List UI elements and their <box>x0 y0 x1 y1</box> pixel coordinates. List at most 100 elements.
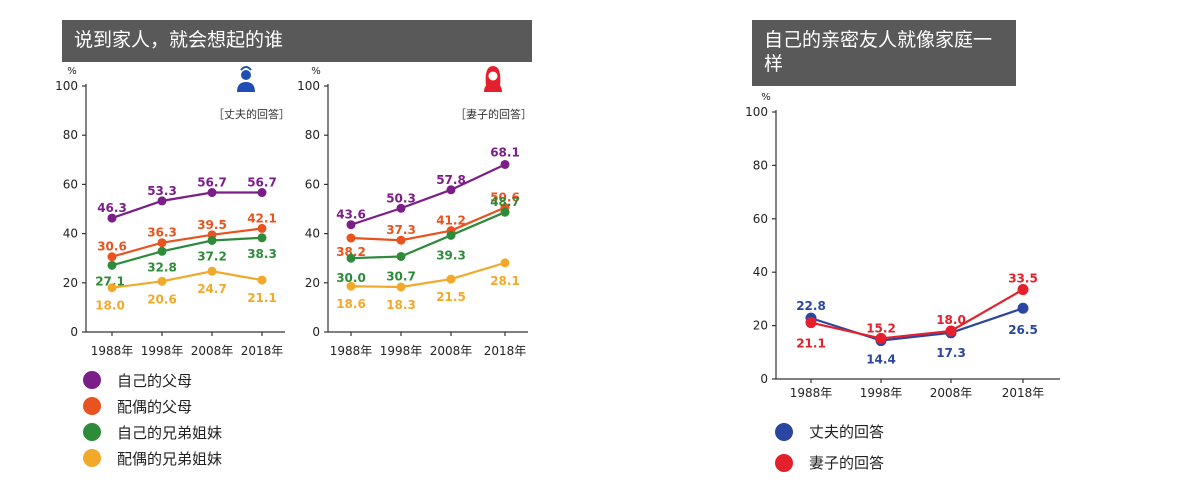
legend-label: 自己的父母 <box>117 371 193 390</box>
y-tick-label: 60 <box>63 177 78 191</box>
left-section-title: 说到家人，就会想起的谁 <box>62 20 532 62</box>
legend-label: 配偶的父母 <box>117 397 193 416</box>
data-label: 18.6 <box>336 297 366 311</box>
data-label: 30.7 <box>386 269 416 283</box>
legend-item: 配偶的兄弟姐妹 <box>83 445 222 471</box>
legend-swatch <box>83 449 101 467</box>
series-line <box>350 211 506 260</box>
data-label: 21.1 <box>796 337 826 351</box>
data-point <box>446 185 456 195</box>
y-tick-label: 40 <box>63 227 78 241</box>
data-point <box>1017 302 1029 314</box>
y-tick-label: 60 <box>753 212 768 226</box>
series-line <box>350 163 506 226</box>
legend-item: 妻子的回答 <box>775 447 884 478</box>
data-point <box>157 196 167 206</box>
y-tick-label: 20 <box>63 276 78 290</box>
data-label: 33.5 <box>1008 272 1038 286</box>
data-label: 39.5 <box>197 218 227 232</box>
data-point <box>346 253 356 263</box>
series-line <box>111 236 263 267</box>
data-point <box>396 235 406 245</box>
y-unit-label: % <box>67 66 77 77</box>
data-point <box>346 281 356 291</box>
left-legend: 自己的父母 配偶的父母 自己的兄弟姐妹 配偶的兄弟姐妹 <box>83 367 222 471</box>
x-tick-label: 1998年 <box>860 386 903 400</box>
data-label: 18.0 <box>95 299 125 313</box>
data-label: 57.8 <box>436 173 466 187</box>
data-point <box>346 220 356 230</box>
right-legend: 丈夫的回答 妻子的回答 <box>775 416 884 478</box>
data-label: 68.1 <box>490 145 520 159</box>
data-point <box>346 233 356 243</box>
data-point <box>396 251 406 261</box>
y-tick-label: 100 <box>55 79 78 93</box>
data-label: 43.6 <box>336 208 366 222</box>
data-label: 27.1 <box>95 274 125 288</box>
data-point <box>257 223 267 233</box>
data-label: 46.3 <box>97 201 127 215</box>
data-label: 21.5 <box>436 290 466 304</box>
y-tick-label: 80 <box>305 128 320 142</box>
legend-item: 配偶的父母 <box>83 393 222 419</box>
data-point <box>446 274 456 284</box>
legend-swatch <box>775 453 793 472</box>
y-tick-label: 20 <box>753 319 768 333</box>
data-label: 53.3 <box>147 184 177 198</box>
data-label: 18.3 <box>386 298 416 312</box>
data-label: 39.3 <box>436 248 466 262</box>
data-point <box>396 203 406 213</box>
x-tick-label: 2018年 <box>1002 386 1045 400</box>
series-line <box>350 206 506 242</box>
data-point <box>207 235 217 245</box>
legend-swatch <box>775 422 793 441</box>
data-point <box>107 260 117 270</box>
data-label: 20.6 <box>147 292 177 306</box>
data-point <box>446 230 456 240</box>
data-point <box>396 282 406 292</box>
data-label: 42.1 <box>247 211 277 225</box>
data-label: 50.6 <box>490 191 520 205</box>
legend-item: 自己的父母 <box>83 367 222 393</box>
data-point <box>107 213 117 223</box>
data-point <box>257 233 267 243</box>
data-label: 30.0 <box>336 271 366 285</box>
legend-label: 配偶的兄弟姐妹 <box>117 449 223 468</box>
y-tick-label: 80 <box>753 158 768 172</box>
data-label: 14.4 <box>866 353 896 367</box>
data-label: 32.8 <box>147 260 177 274</box>
data-label: 36.3 <box>147 226 177 240</box>
data-label: 15.2 <box>866 321 896 335</box>
series-line <box>111 270 263 289</box>
data-point <box>500 207 510 217</box>
x-tick-label: 2008年 <box>930 386 973 400</box>
data-label: 24.7 <box>197 282 227 296</box>
data-point <box>1017 284 1029 296</box>
data-label: 56.7 <box>247 176 277 190</box>
x-tick-label: 1988年 <box>330 344 373 358</box>
x-tick-label: 1988年 <box>91 344 134 358</box>
data-label: 41.2 <box>436 214 466 228</box>
data-label: 26.5 <box>1008 323 1038 337</box>
y-tick-label: 0 <box>760 372 768 386</box>
x-tick-label: 1998年 <box>380 344 423 358</box>
y-unit-label: % <box>311 66 321 77</box>
data-point <box>157 276 167 286</box>
series-line <box>111 191 262 220</box>
data-label: 56.7 <box>197 176 227 190</box>
data-label: 48.7 <box>490 195 520 209</box>
y-tick-label: 100 <box>297 79 320 93</box>
legend-label: 丈夫的回答 <box>809 423 885 441</box>
data-label: 22.8 <box>796 299 826 313</box>
x-tick-label: 2018年 <box>484 344 527 358</box>
data-label: 28.1 <box>490 274 520 288</box>
legend-swatch <box>83 397 101 415</box>
data-label: 37.3 <box>386 223 416 237</box>
data-label: 18.0 <box>936 313 966 327</box>
y-tick-label: 0 <box>312 325 320 339</box>
series-line <box>350 261 506 289</box>
y-tick-label: 80 <box>63 128 78 142</box>
data-label: 21.1 <box>247 291 277 305</box>
x-tick-label: 1998年 <box>141 344 184 358</box>
